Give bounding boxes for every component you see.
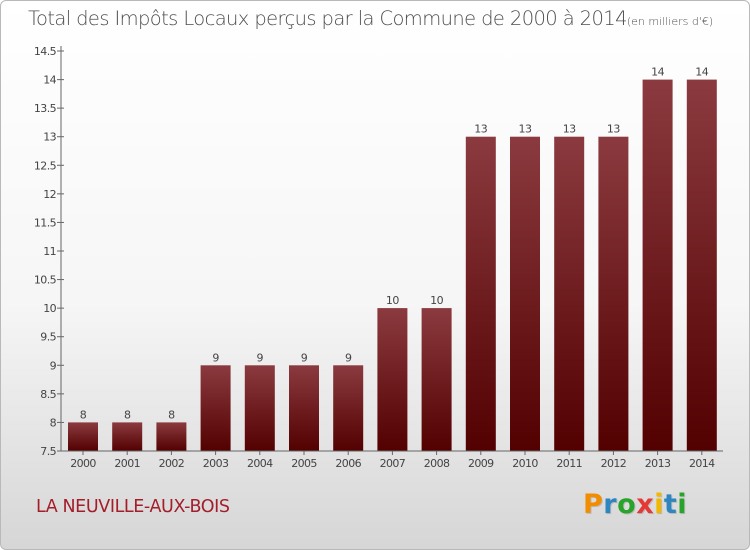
bar-series: 8 8 8 9 9 9 9 10 10 13 13 13 13 14 14 xyxy=(68,66,717,451)
x-tick-label-2005: 2005 xyxy=(291,457,317,470)
x-tick-label-2009: 2009 xyxy=(468,457,494,470)
value-label-2013: 14 xyxy=(651,66,664,79)
value-label-2014: 14 xyxy=(695,66,708,79)
x-tick-label-2008: 2008 xyxy=(424,457,450,470)
y-tick-label-14.5: 14.5 xyxy=(34,45,57,58)
bar-2001 xyxy=(112,422,143,451)
y-tick-label-8.5: 8.5 xyxy=(40,388,56,401)
y-tick-label-13.5: 13.5 xyxy=(34,102,57,115)
y-tick-label-12: 12 xyxy=(43,188,56,201)
axes: 7.5 8 8.5 9 9.5 10 10.5 11 11.5 12 12.5 13 13.5 14 14.… xyxy=(34,45,723,470)
x-tick-label-2010: 2010 xyxy=(512,457,538,470)
bar-2011 xyxy=(554,136,585,451)
bar-2004 xyxy=(244,365,275,451)
value-label-2012: 13 xyxy=(607,123,620,136)
bar-2003 xyxy=(200,365,231,451)
value-label-2010: 13 xyxy=(519,123,532,136)
chart-title-unit: (en milliers d'€) xyxy=(626,15,714,28)
y-tick-label-9.5: 9.5 xyxy=(40,331,56,344)
bar-2014 xyxy=(686,79,717,451)
value-label-2003: 9 xyxy=(212,351,219,364)
value-label-2008: 10 xyxy=(430,294,443,307)
bar-2007 xyxy=(377,308,408,451)
value-label-2011: 13 xyxy=(563,123,576,136)
value-label-2001: 8 xyxy=(124,408,131,421)
bar-2009 xyxy=(465,136,496,451)
bar-2008 xyxy=(421,308,452,451)
chart-title: Total des Impôts Locaux perçus par la Co… xyxy=(28,7,713,30)
value-label-2006: 9 xyxy=(345,351,352,364)
x-tick-label-2000: 2000 xyxy=(70,457,96,470)
y-tick-label-10.5: 10.5 xyxy=(34,274,57,287)
value-label-2009: 13 xyxy=(474,123,487,136)
x-tick-label-2004: 2004 xyxy=(247,457,273,470)
proxiti-logo: Proxiti xyxy=(583,489,687,520)
y-tick-label-11: 11 xyxy=(43,245,56,258)
y-tick-label-7.5: 7.5 xyxy=(40,445,56,458)
bar-2005 xyxy=(289,365,319,451)
y-tick-label-9: 9 xyxy=(50,359,57,372)
bar-2012 xyxy=(598,136,629,451)
y-tick-label-12.5: 12.5 xyxy=(34,159,57,172)
bar-2000 xyxy=(68,422,98,451)
x-tick-label-2012: 2012 xyxy=(601,457,627,470)
value-label-2000: 8 xyxy=(80,408,87,421)
y-tick-label-14: 14 xyxy=(43,74,56,87)
logo-letter: i xyxy=(677,489,688,520)
y-tick-label-8: 8 xyxy=(50,416,57,429)
y-tick-label-13: 13 xyxy=(43,131,56,144)
y-tick-label-10: 10 xyxy=(43,302,56,315)
x-tick-label-2011: 2011 xyxy=(556,457,582,470)
bar-2006 xyxy=(333,365,364,451)
value-label-2007: 10 xyxy=(386,294,399,307)
chart-title-text: Total des Impôts Locaux perçus par la Co… xyxy=(28,7,627,30)
x-tick-label-2006: 2006 xyxy=(335,457,361,470)
value-label-2004: 9 xyxy=(257,351,264,364)
logo-letter: r xyxy=(603,489,618,520)
x-tick-label-2003: 2003 xyxy=(203,457,229,470)
bar-2002 xyxy=(156,422,187,451)
x-tick-label-2002: 2002 xyxy=(159,457,185,470)
value-label-2005: 9 xyxy=(301,351,308,364)
logo-letter: P xyxy=(583,489,604,520)
logo-letter: x xyxy=(636,489,655,520)
commune-name: LA NEUVILLE-AUX-BOIS xyxy=(36,497,230,517)
logo-letter: t xyxy=(663,489,678,520)
x-tick-label-2014: 2014 xyxy=(689,457,715,470)
bar-2013 xyxy=(642,79,673,451)
y-tick-label-11.5: 11.5 xyxy=(34,216,57,229)
x-tick-label-2001: 2001 xyxy=(114,457,140,470)
logo-letter: o xyxy=(617,489,637,520)
logo-letter: i xyxy=(654,489,664,520)
value-label-2002: 8 xyxy=(168,408,175,421)
x-tick-label-2013: 2013 xyxy=(645,457,671,470)
x-tick-label-2007: 2007 xyxy=(380,457,406,470)
bar-2010 xyxy=(510,136,540,451)
